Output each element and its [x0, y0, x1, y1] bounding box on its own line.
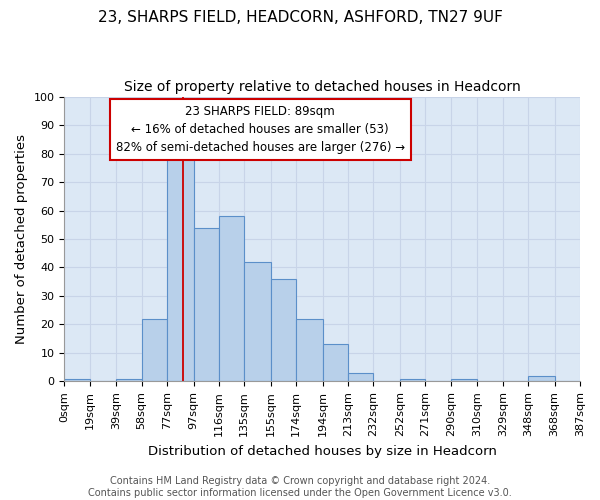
Bar [116, 378, 142, 382]
Y-axis label: Number of detached properties: Number of detached properties [15, 134, 28, 344]
Bar [64, 378, 89, 382]
Bar [219, 216, 244, 382]
Bar [194, 228, 219, 382]
Bar [528, 376, 554, 382]
Bar [271, 279, 296, 382]
Bar [400, 378, 425, 382]
Text: Contains HM Land Registry data © Crown copyright and database right 2024.
Contai: Contains HM Land Registry data © Crown c… [88, 476, 512, 498]
Bar [451, 378, 478, 382]
Bar [296, 319, 323, 382]
Bar [244, 262, 271, 382]
Text: 23 SHARPS FIELD: 89sqm
← 16% of detached houses are smaller (53)
82% of semi-det: 23 SHARPS FIELD: 89sqm ← 16% of detached… [116, 105, 405, 154]
Bar [167, 154, 194, 382]
Text: 23, SHARPS FIELD, HEADCORN, ASHFORD, TN27 9UF: 23, SHARPS FIELD, HEADCORN, ASHFORD, TN2… [98, 10, 502, 25]
Title: Size of property relative to detached houses in Headcorn: Size of property relative to detached ho… [124, 80, 521, 94]
X-axis label: Distribution of detached houses by size in Headcorn: Distribution of detached houses by size … [148, 444, 497, 458]
Bar [348, 373, 373, 382]
Bar [323, 344, 348, 382]
Bar [142, 319, 167, 382]
